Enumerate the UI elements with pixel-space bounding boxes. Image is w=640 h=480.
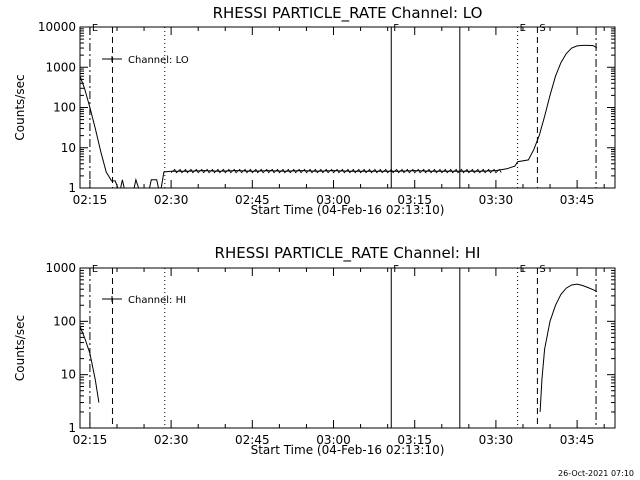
hi-x-tick-label: 03:15: [397, 433, 432, 447]
hi-x-tick-label: 02:30: [154, 433, 189, 447]
lo-y-tick-label: 1000: [45, 60, 76, 74]
lo-x-tick-label: 02:45: [235, 193, 270, 207]
hi-legend-entry: Channel: HI: [128, 295, 186, 306]
lo-y-tick-label: 100: [53, 101, 76, 115]
lo-legend-entry: Channel: LO: [128, 55, 189, 66]
hi-event-marker-label: F: [393, 264, 399, 275]
hi-plot-frame: [79, 267, 616, 429]
lo-series-segment: [133, 177, 140, 189]
lo-series-noise: [170, 168, 502, 174]
hi-x-tick-label: 03:00: [316, 433, 351, 447]
footer-timestamp: 26-Oct-2021 07:10: [558, 469, 634, 478]
hi-event-marker-label: E: [92, 264, 98, 275]
hi-x-tick-label: 03:45: [560, 433, 595, 447]
hi-series-segment: [79, 326, 100, 403]
lo-series-segment: [149, 179, 159, 189]
lo-x-axis-label: Start Time (04-Feb-16 02:13:10): [251, 203, 445, 217]
hi-y-tick-label: 1: [68, 421, 76, 435]
lo-event-marker-label: E: [520, 23, 526, 34]
hi-series-segment: [539, 283, 598, 412]
lo-x-tick-label: 03:00: [316, 193, 351, 207]
hi-x-tick-label: 03:30: [479, 433, 514, 447]
lo-series-segment: [79, 76, 119, 189]
hi-chart-title: RHESSI PARTICLE_RATE Channel: HI: [215, 244, 481, 263]
hi-y-tick-label: 100: [53, 314, 76, 328]
hi-y-tick-label: 1000: [45, 261, 76, 275]
lo-series-segment: [160, 44, 598, 189]
lo-chart-title: RHESSI PARTICLE_RATE Channel: LO: [213, 4, 483, 23]
lo-series-segment: [120, 179, 125, 189]
lo-x-tick-label: 03:15: [397, 193, 432, 207]
lo-y-tick-label: 1: [68, 181, 76, 195]
lo-y-tick-label: 10000: [38, 20, 76, 34]
hi-event-marker-label: E: [520, 264, 526, 275]
lo-y-tick-label: 10: [61, 141, 76, 155]
hi-y-tick-label: 10: [61, 368, 76, 382]
lo-x-tick-label: 03:45: [560, 193, 595, 207]
lo-x-tick-label: 03:30: [479, 193, 514, 207]
lo-x-tick-label: 02:30: [154, 193, 189, 207]
lo-event-marker-label: S: [539, 23, 545, 34]
lo-event-marker-label: F: [393, 23, 399, 34]
hi-x-tick-label: 02:45: [235, 433, 270, 447]
hi-x-tick-label: 02:15: [73, 433, 108, 447]
lo-x-tick-label: 02:15: [73, 193, 108, 207]
lo-plot-frame: [79, 26, 616, 189]
lo-event-marker-label: E: [92, 23, 98, 34]
hi-x-axis-label: Start Time (04-Feb-16 02:13:10): [251, 443, 445, 457]
hi-event-marker-label: S: [539, 264, 545, 275]
lo-y-axis-label: Counts/sec: [13, 74, 27, 140]
hi-y-axis-label: Counts/sec: [13, 315, 27, 381]
